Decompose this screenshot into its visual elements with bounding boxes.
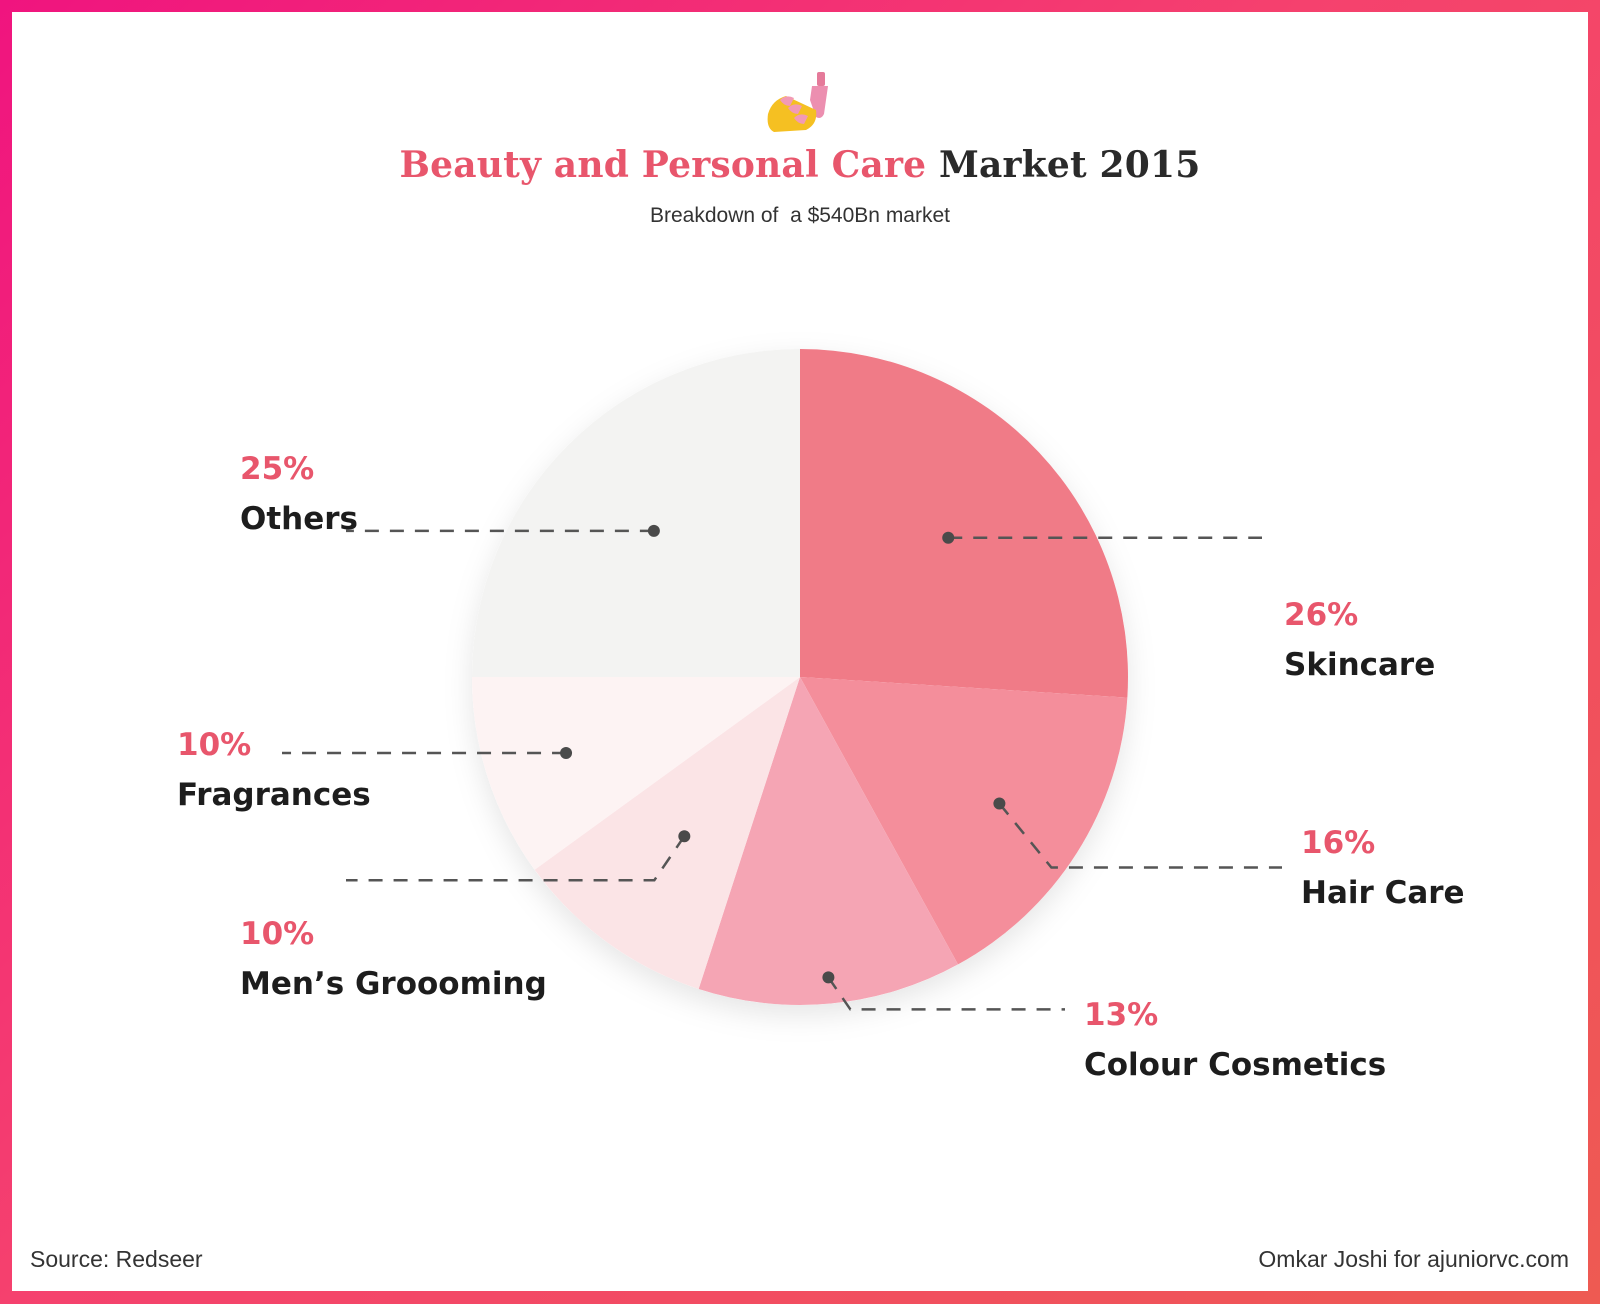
- chart-subtitle: Breakdown of a $540Bn market: [649, 204, 950, 227]
- credit-note: Omkar Joshi for ajuniorvc.com: [1258, 1246, 1569, 1272]
- label-cat-colour-cosmetics: Colour Cosmetics: [1084, 1047, 1387, 1083]
- leader-dot-others: [647, 524, 660, 537]
- leader-line-colour-cosmetics: [827, 976, 1065, 1011]
- pie-slice-skincare: [800, 349, 1128, 698]
- label-pct-others: 25%: [240, 451, 315, 487]
- chart-title: Beauty and Personal Care Market 2015: [0, 144, 1600, 186]
- nail-polish-icon: [767, 72, 828, 132]
- leader-dot-hair-care: [993, 797, 1006, 810]
- label-pct-colour-cosmetics: 13%: [1084, 997, 1159, 1033]
- label-pct-skincare: 26%: [1284, 597, 1359, 633]
- leader-dot-skincare: [942, 531, 955, 544]
- pie-slice-hair-care: [800, 677, 1128, 965]
- pie-slice-others: [472, 349, 800, 677]
- leader-line-men-s-groooming: [346, 835, 686, 882]
- leader-dot-fragrances: [560, 747, 573, 760]
- leader-line-hair-care: [998, 802, 1282, 869]
- label-pct-mens-grooming: 10%: [240, 916, 315, 952]
- pie-slice-colour-cosmetics: [698, 677, 959, 1005]
- label-cat-fragrances: Fragrances: [177, 777, 371, 813]
- label-cat-others: Others: [240, 501, 359, 537]
- title-accent: Beauty and Personal Care: [399, 144, 927, 186]
- pie-slice-men-s-groooming: [534, 677, 800, 989]
- label-cat-skincare: Skincare: [1284, 647, 1436, 683]
- label-cat-hair-care: Hair Care: [1301, 875, 1465, 911]
- pie-slice-fragrances: [472, 677, 800, 870]
- label-cat-mens-grooming: Men’s Groooming: [240, 966, 547, 1002]
- source-note: Source: Redseer: [30, 1246, 203, 1272]
- label-pct-fragrances: 10%: [177, 727, 252, 763]
- leader-dot-colour-cosmetics: [822, 971, 835, 984]
- leader-dot-men-s-groooming: [678, 830, 691, 843]
- title-rest: Market 2015: [938, 144, 1201, 186]
- label-pct-hair-care: 16%: [1301, 825, 1376, 861]
